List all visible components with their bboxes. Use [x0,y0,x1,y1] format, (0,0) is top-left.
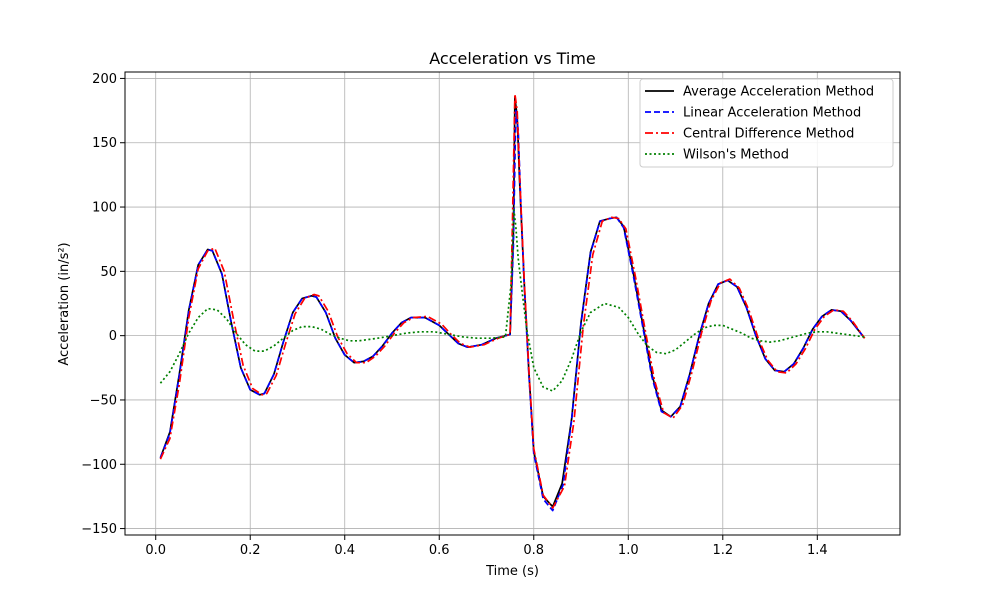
y-tick-label: 50 [100,265,117,280]
x-tick-label: 1.4 [807,543,828,558]
y-tick-label: 0 [109,329,117,344]
y-axis-label: Acceleration (in/s²) [57,242,72,365]
x-tick-label: 1.2 [712,543,733,558]
x-tick-label: 0.0 [145,543,166,558]
x-tick-label: 0.6 [429,543,450,558]
y-tick-label: −100 [81,458,117,473]
y-tick-label: 100 [92,201,117,216]
x-tick-label: 0.4 [334,543,355,558]
x-tick-label: 0.8 [523,543,544,558]
x-tick-label: 0.2 [240,543,261,558]
legend-label: Average Acceleration Method [683,85,874,100]
legend-box [639,78,894,168]
plot-series [159,93,866,512]
legend-label: Wilson's Method [683,148,789,163]
y-tick-label: −50 [90,393,117,408]
x-tick-label: 1.0 [618,543,639,558]
series-line-3 [159,93,866,509]
chart-title: Acceleration vs Time [429,49,596,68]
legend: Average Acceleration Method Linear Accele… [639,78,894,168]
y-tick-label: −150 [81,522,117,537]
legend-label: Linear Acceleration Method [683,106,861,121]
legend-label: Central Difference Method [683,127,854,142]
y-tick-label: 200 [92,72,117,87]
axis-ticks: 0.0 0.2 0.4 0.6 0.8 1.0 1.2 1.4 −150 −100 −50 0 50 10… [81,72,827,558]
plot-frame [124,71,901,536]
y-tick-label: 150 [92,136,117,151]
x-axis-label: Time (s) [485,564,539,579]
series-line-4 [159,208,865,392]
